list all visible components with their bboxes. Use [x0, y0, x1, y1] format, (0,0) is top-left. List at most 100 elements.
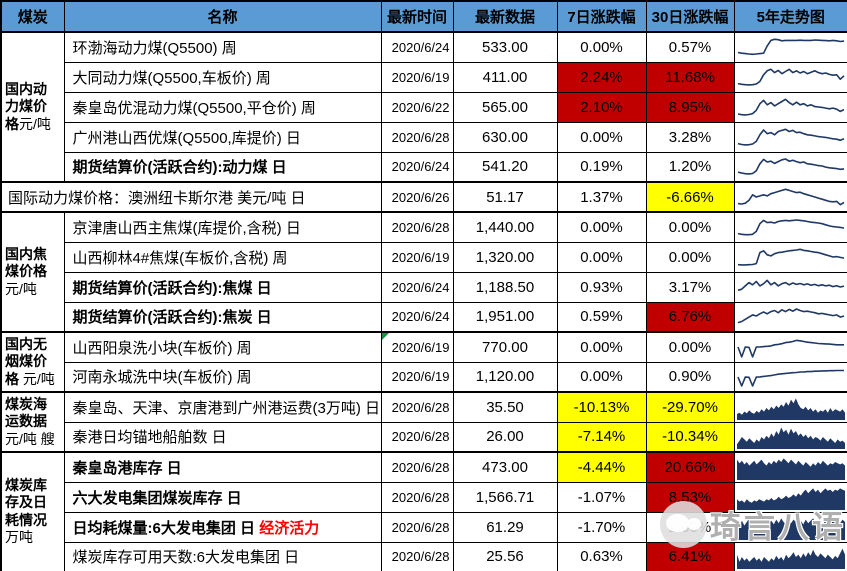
- change30-cell[interactable]: 8.95%: [645, 91, 735, 123]
- header-name[interactable]: 名称: [63, 0, 382, 33]
- date-cell[interactable]: 2020/6/28: [380, 541, 454, 571]
- date-cell[interactable]: 2020/6/28: [380, 421, 454, 453]
- value-cell[interactable]: 1,320.00: [452, 241, 558, 273]
- change7-cell[interactable]: 1.37%: [556, 181, 647, 213]
- value-cell[interactable]: 1,951.00: [452, 301, 558, 333]
- spark-cell[interactable]: [733, 121, 847, 153]
- spark-cell[interactable]: [733, 421, 847, 453]
- change30-cell[interactable]: 6.76%: [645, 301, 735, 333]
- change30-cell[interactable]: -29.70%: [645, 391, 735, 423]
- value-cell[interactable]: 26.00: [452, 421, 558, 453]
- date-cell[interactable]: 2020/6/24: [380, 271, 454, 303]
- spark-cell[interactable]: [733, 541, 847, 571]
- date-cell[interactable]: 2020/6/26: [380, 181, 454, 213]
- value-cell[interactable]: 1,120.00: [452, 361, 558, 393]
- spark-cell[interactable]: [733, 481, 847, 513]
- change7-cell[interactable]: 0.00%: [556, 211, 647, 243]
- category-cell-thermal-coal[interactable]: 国内动力煤价格元/吨: [0, 31, 65, 183]
- spark-cell[interactable]: [733, 211, 847, 243]
- header-5y-trend[interactable]: 5年走势图: [733, 0, 847, 33]
- date-cell[interactable]: 2020/6/28: [380, 391, 454, 423]
- change7-cell[interactable]: 0.00%: [556, 31, 647, 63]
- value-cell[interactable]: 61.29: [452, 511, 558, 543]
- value-cell[interactable]: 51.17: [452, 181, 558, 213]
- change7-cell[interactable]: -10.13%: [556, 391, 647, 423]
- name-cell[interactable]: 河南永城洗中块(车板价) 周: [63, 361, 382, 393]
- change7-cell[interactable]: 0.63%: [556, 541, 647, 571]
- change30-cell[interactable]: 20.66%: [645, 451, 735, 483]
- value-cell[interactable]: 630.00: [452, 121, 558, 153]
- change30-cell[interactable]: 0.00%: [645, 211, 735, 243]
- change7-cell[interactable]: 0.59%: [556, 301, 647, 333]
- spark-cell[interactable]: [733, 271, 847, 303]
- spark-cell[interactable]: [733, 91, 847, 123]
- header-latest-data[interactable]: 最新数据: [452, 0, 558, 33]
- name-cell[interactable]: 煤炭库存可用天数:6大发电集团 日: [63, 541, 382, 571]
- value-cell[interactable]: 35.50: [452, 391, 558, 423]
- change7-cell[interactable]: 0.00%: [556, 361, 647, 393]
- spark-cell[interactable]: [733, 511, 847, 543]
- spark-cell[interactable]: [733, 61, 847, 93]
- change30-cell[interactable]: 6.41%: [645, 541, 735, 571]
- value-cell[interactable]: 1,188.50: [452, 271, 558, 303]
- change30-cell[interactable]: 11.68%: [645, 61, 735, 93]
- name-cell[interactable]: 日均耗煤量:6大发电集团 日 经济活力: [63, 511, 382, 543]
- date-cell[interactable]: 2020/6/28: [380, 121, 454, 153]
- date-cell[interactable]: 2020/6/24: [380, 151, 454, 183]
- value-cell[interactable]: 1,440.00: [452, 211, 558, 243]
- date-cell[interactable]: 2020/6/28: [380, 481, 454, 513]
- name-cell[interactable]: 秦皇岛优混动力煤(Q5500,平仓价) 周: [63, 91, 382, 123]
- change7-cell[interactable]: -7.14%: [556, 421, 647, 453]
- header-latest-time[interactable]: 最新时间: [380, 0, 454, 33]
- spark-cell[interactable]: [733, 181, 847, 213]
- change7-cell[interactable]: 0.00%: [556, 121, 647, 153]
- change30-cell[interactable]: 0.00%: [645, 331, 735, 363]
- value-cell[interactable]: 770.00: [452, 331, 558, 363]
- change7-cell[interactable]: -1.70%: [556, 511, 647, 543]
- change7-cell[interactable]: 0.00%: [556, 331, 647, 363]
- date-cell[interactable]: 2020/6/28: [380, 511, 454, 543]
- date-cell[interactable]: 2020/6/28: [380, 451, 454, 483]
- value-cell[interactable]: 565.00: [452, 91, 558, 123]
- value-cell[interactable]: 1,566.71: [452, 481, 558, 513]
- category-cell-anthracite[interactable]: 国内无烟煤价格 元/吨: [0, 331, 65, 393]
- category-cell-shipping[interactable]: 煤炭海运数据元/吨 艘: [0, 391, 65, 453]
- change30-cell[interactable]: 2.00%: [645, 511, 735, 543]
- change7-cell[interactable]: 2.10%: [556, 91, 647, 123]
- change30-cell[interactable]: 3.28%: [645, 121, 735, 153]
- change30-cell[interactable]: -10.34%: [645, 421, 735, 453]
- name-cell[interactable]: 期货结算价(活跃合约):焦炭 日: [63, 301, 382, 333]
- change30-cell[interactable]: -6.66%: [645, 181, 735, 213]
- value-cell[interactable]: 411.00: [452, 61, 558, 93]
- change30-cell[interactable]: 0.00%: [645, 241, 735, 273]
- date-cell[interactable]: 2020/6/19: [380, 361, 454, 393]
- name-cell[interactable]: 京津唐山西主焦煤(库提价,含税) 日: [63, 211, 382, 243]
- change7-cell[interactable]: 0.93%: [556, 271, 647, 303]
- category-cell-inventory[interactable]: 煤炭库存及日耗情况万吨: [0, 451, 65, 571]
- date-cell[interactable]: 2020/6/24: [380, 31, 454, 63]
- name-cell[interactable]: 六大发电集团煤炭库存 日: [63, 481, 382, 513]
- spark-cell[interactable]: [733, 151, 847, 183]
- spark-cell[interactable]: [733, 451, 847, 483]
- value-cell[interactable]: 541.20: [452, 151, 558, 183]
- change7-cell[interactable]: 2.24%: [556, 61, 647, 93]
- name-cell[interactable]: 秦皇岛港库存 日: [63, 451, 382, 483]
- date-cell[interactable]: 2020/6/19: [380, 241, 454, 273]
- name-cell[interactable]: 秦港日均锚地船舶数 日: [63, 421, 382, 453]
- change7-cell[interactable]: -1.07%: [556, 481, 647, 513]
- spark-cell[interactable]: [733, 391, 847, 423]
- name-cell[interactable]: 大同动力煤(Q5500,车板价) 周: [63, 61, 382, 93]
- change7-cell[interactable]: 0.19%: [556, 151, 647, 183]
- change30-cell[interactable]: 8.53%: [645, 481, 735, 513]
- header-30d-change[interactable]: 30日涨跌幅: [645, 0, 735, 33]
- value-cell[interactable]: 473.00: [452, 451, 558, 483]
- name-cell[interactable]: 广州港山西优煤(Q5500,库提价) 日: [63, 121, 382, 153]
- name-cell[interactable]: 秦皇岛、天津、京唐港到广州港运费(3万吨) 日: [63, 391, 382, 423]
- spark-cell[interactable]: [733, 31, 847, 63]
- name-cell[interactable]: 期货结算价(活跃合约):动力煤 日: [63, 151, 382, 183]
- date-cell[interactable]: 2020/6/19: [380, 331, 454, 363]
- change30-cell[interactable]: 0.90%: [645, 361, 735, 393]
- date-cell[interactable]: 2020/6/19: [380, 61, 454, 93]
- category-cell-coking-coal[interactable]: 国内焦煤价格元/吨: [0, 211, 65, 333]
- date-cell[interactable]: 2020/6/24: [380, 301, 454, 333]
